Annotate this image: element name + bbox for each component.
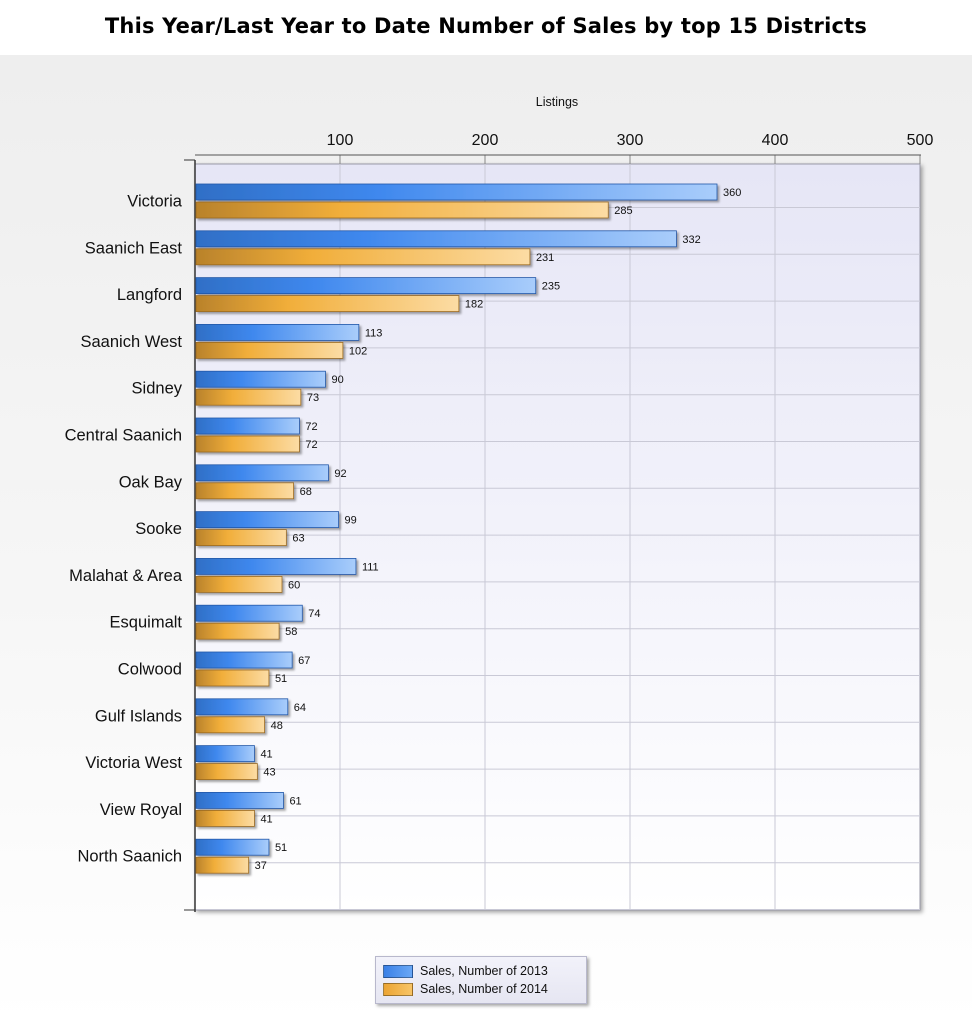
- data-label: 182: [465, 299, 483, 311]
- bar-2014: [195, 716, 265, 734]
- bar-2013: [195, 323, 360, 341]
- bar-2014: [195, 529, 287, 547]
- chart-panel: Listings 360 285 332 231 235 182 113 102 90 73 72 7…: [0, 55, 972, 1023]
- bar-2014: [195, 856, 250, 874]
- data-label: 235: [542, 281, 560, 293]
- data-label: 113: [365, 327, 383, 339]
- data-label: 51: [275, 842, 287, 854]
- bar-2014: [195, 248, 531, 266]
- x-tick-label: 300: [617, 132, 644, 149]
- legend-item-2014: Sales, Number of 2014: [383, 981, 548, 997]
- bar-2014: [195, 763, 258, 780]
- bar-2013: [195, 417, 300, 435]
- bars: [195, 183, 718, 874]
- bar-2013: [195, 183, 718, 201]
- data-label: 41: [260, 749, 272, 761]
- category-label: Central Saanich: [65, 427, 182, 445]
- bar-2013: [195, 745, 255, 762]
- bar-2014: [195, 201, 609, 219]
- data-label: 67: [298, 655, 310, 667]
- bar-chart: Listings 360 285 332 231 235 182 113 102 90 73 72 7…: [65, 95, 934, 912]
- x-tick-label: 200: [472, 132, 499, 149]
- chart-title: This Year/Last Year to Date Number of Sa…: [104, 14, 868, 38]
- data-label: 111: [362, 561, 379, 573]
- category-label: Colwood: [118, 661, 182, 679]
- data-label: 99: [345, 515, 357, 527]
- legend-label-2014: Sales, Number of 2014: [420, 982, 548, 996]
- data-label: 285: [614, 205, 632, 217]
- bar-2013: [195, 604, 303, 622]
- bar-2013: [195, 557, 357, 575]
- bar-2013: [195, 277, 537, 295]
- data-label: 332: [682, 234, 700, 246]
- grid-lines: [195, 164, 920, 910]
- data-label: 90: [332, 374, 344, 386]
- data-label: 51: [275, 673, 287, 685]
- data-label: 72: [305, 421, 317, 433]
- data-label: 64: [294, 702, 306, 714]
- bar-2013: [195, 464, 329, 482]
- data-label: 74: [308, 608, 320, 620]
- category-label: Saanich East: [85, 239, 183, 257]
- category-label: Victoria: [127, 193, 183, 211]
- category-label: Esquimalt: [110, 614, 183, 632]
- x-tick-labels: 100 200 300 400 500: [327, 132, 934, 149]
- data-label: 41: [260, 813, 272, 825]
- category-labels: Victoria Saanich East Langford Saanich West…: [65, 193, 183, 866]
- legend-label-2013: Sales, Number of 2013: [420, 964, 548, 978]
- legend-item-2013: Sales, Number of 2013: [383, 963, 548, 979]
- data-label: 231: [536, 252, 554, 264]
- data-label: 68: [300, 486, 312, 498]
- bar-2014: [195, 341, 344, 359]
- data-labels: 360 285 332 231 235 182 113 102 90 73 72 72 92 68 99 63…: [255, 187, 742, 872]
- bar-2014: [195, 669, 270, 687]
- x-tick-label: 100: [327, 132, 354, 149]
- data-label: 92: [334, 468, 346, 480]
- bar-2013: [195, 370, 326, 388]
- bar-2013: [195, 698, 289, 716]
- data-label: 37: [255, 860, 267, 872]
- bar-2014: [195, 295, 460, 313]
- legend: Sales, Number of 2013 Sales, Number of 2…: [375, 956, 587, 1004]
- category-label: Victoria West: [85, 754, 182, 772]
- data-label: 63: [292, 533, 304, 545]
- bar-2013: [195, 230, 677, 248]
- data-label: 61: [289, 795, 301, 807]
- category-label: Sidney: [132, 380, 183, 398]
- x-tick-label: 500: [907, 132, 934, 149]
- category-label: Sooke: [135, 520, 182, 538]
- bar-2014: [195, 810, 255, 827]
- data-label: 360: [723, 187, 741, 199]
- bar-2013: [195, 838, 270, 856]
- category-label: View Royal: [100, 801, 182, 819]
- data-label: 60: [288, 579, 300, 591]
- category-label: Gulf Islands: [95, 707, 182, 725]
- legend-swatch-2013: [383, 964, 413, 978]
- category-label: Langford: [117, 286, 182, 304]
- data-label: 102: [349, 345, 367, 357]
- x-axis-label: Listings: [536, 95, 578, 109]
- legend-swatch-2014: [383, 982, 413, 996]
- bar-2013: [195, 651, 293, 669]
- data-label: 43: [263, 767, 275, 779]
- category-label: North Saanich: [77, 848, 182, 866]
- bar-2014: [195, 576, 283, 593]
- bar-2014: [195, 435, 300, 453]
- data-label: 48: [271, 720, 283, 732]
- category-label: Oak Bay: [119, 473, 183, 491]
- bar-2014: [195, 622, 280, 640]
- x-tick-label: 400: [762, 132, 789, 149]
- data-label: 58: [285, 626, 297, 638]
- data-label: 73: [307, 392, 319, 404]
- axes: [184, 154, 921, 912]
- bar-2014: [195, 482, 294, 500]
- category-label: Malahat & Area: [69, 567, 183, 585]
- bar-2013: [195, 511, 339, 529]
- category-label: Saanich West: [81, 333, 183, 351]
- data-label: 72: [305, 439, 317, 451]
- bar-2014: [195, 388, 302, 406]
- bar-2013: [195, 792, 284, 809]
